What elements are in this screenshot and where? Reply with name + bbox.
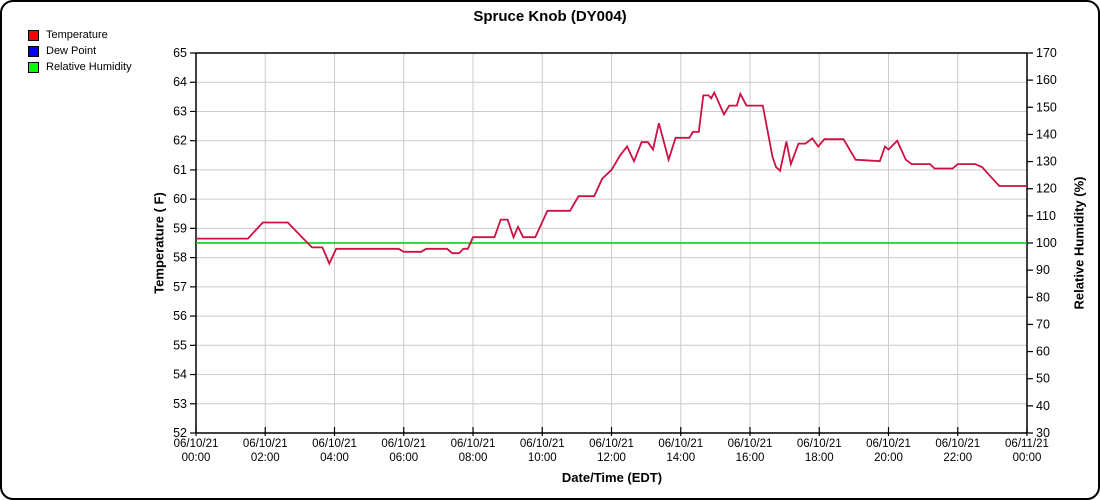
x-tick-time-label: 22:00 <box>943 452 972 464</box>
x-tick-date-label: 06/10/21 <box>381 438 426 450</box>
left-tick-label: 52 <box>173 426 187 440</box>
left-tick-label: 63 <box>173 104 187 118</box>
x-tick-time-label: 04:00 <box>320 452 349 464</box>
right-tick-label: 60 <box>1036 345 1050 359</box>
left-tick-label: 58 <box>173 251 187 265</box>
left-tick-label: 59 <box>173 221 187 235</box>
x-tick-date-label: 06/10/21 <box>312 438 357 450</box>
x-tick-time-label: 14:00 <box>666 452 695 464</box>
legend-swatch-icon <box>28 45 39 57</box>
x-tick-date-label: 06/10/21 <box>520 438 565 450</box>
x-tick-date-label: 06/10/21 <box>658 438 703 450</box>
right-tick-label: 50 <box>1036 372 1050 386</box>
temperature-line <box>196 90 1027 266</box>
right-tick-label: 110 <box>1036 209 1056 223</box>
right-tick-label: 80 <box>1036 290 1050 304</box>
right-tick-label: 70 <box>1036 317 1050 331</box>
x-tick-time-label: 00:00 <box>182 452 211 464</box>
x-tick-time-label: 16:00 <box>736 452 765 464</box>
x-tick-time-label: 20:00 <box>874 452 903 464</box>
legend-swatch-icon <box>28 61 39 73</box>
x-tick-time-label: 12:00 <box>597 452 626 464</box>
left-tick-label: 64 <box>173 75 187 89</box>
right-tick-label: 150 <box>1036 100 1057 114</box>
x-tick-date-label: 06/10/21 <box>728 438 773 450</box>
x-tick-time-label: 02:00 <box>251 452 280 464</box>
left-tick-label: 55 <box>173 338 187 352</box>
right-tick-label: 170 <box>1036 46 1057 60</box>
legend-item-temperature: Temperature <box>28 29 132 41</box>
left-tick-label: 62 <box>173 134 187 148</box>
x-tick-date-label: 06/10/21 <box>797 438 842 450</box>
legend-item-relative-humidity: Relative Humidity <box>28 61 132 73</box>
x-tick-time-label: 10:00 <box>528 452 557 464</box>
legend-label: Temperature <box>46 29 108 41</box>
x-tick-date-label: 06/11/21 <box>1005 438 1049 450</box>
left-tick-label: 54 <box>173 368 187 382</box>
x-tick-time-label: 18:00 <box>805 452 834 464</box>
legend-label: Dew Point <box>46 45 97 57</box>
x-tick-time-label: 00:00 <box>1013 452 1042 464</box>
x-tick-date-label: 06/10/21 <box>935 438 980 450</box>
right-tick-label: 130 <box>1036 155 1057 169</box>
legend-item-dew-point: Dew Point <box>28 45 132 57</box>
x-tick-date-label: 06/10/21 <box>174 438 219 450</box>
x-tick-date-label: 06/10/21 <box>866 438 911 450</box>
right-tick-label: 90 <box>1036 263 1050 277</box>
left-tick-label: 57 <box>173 280 187 294</box>
right-tick-label: 40 <box>1036 399 1050 413</box>
legend-label: Relative Humidity <box>46 61 132 73</box>
x-tick-time-label: 06:00 <box>389 452 418 464</box>
left-tick-label: 60 <box>173 192 187 206</box>
right-tick-label: 120 <box>1036 182 1057 196</box>
legend-swatch-icon <box>28 29 39 41</box>
left-tick-label: 56 <box>173 309 187 323</box>
legend: Temperature Dew Point Relative Humidity <box>28 29 132 77</box>
chart-title: Spruce Knob (DY004) <box>473 8 627 25</box>
left-tick-label: 53 <box>173 397 187 411</box>
x-axis-title: Date/Time (EDT) <box>561 470 663 485</box>
left-tick-label: 65 <box>173 46 187 60</box>
right-tick-label: 140 <box>1036 127 1057 141</box>
right-tick-label: 100 <box>1036 236 1057 250</box>
left-tick-label: 61 <box>173 163 187 177</box>
x-tick-date-label: 06/10/21 <box>589 438 634 450</box>
x-tick-date-label: 06/10/21 <box>243 438 288 450</box>
right-tick-label: 160 <box>1036 73 1057 87</box>
right-tick-label: 30 <box>1036 426 1050 440</box>
x-tick-date-label: 06/10/21 <box>451 438 496 450</box>
x-tick-time-label: 08:00 <box>459 452 488 464</box>
